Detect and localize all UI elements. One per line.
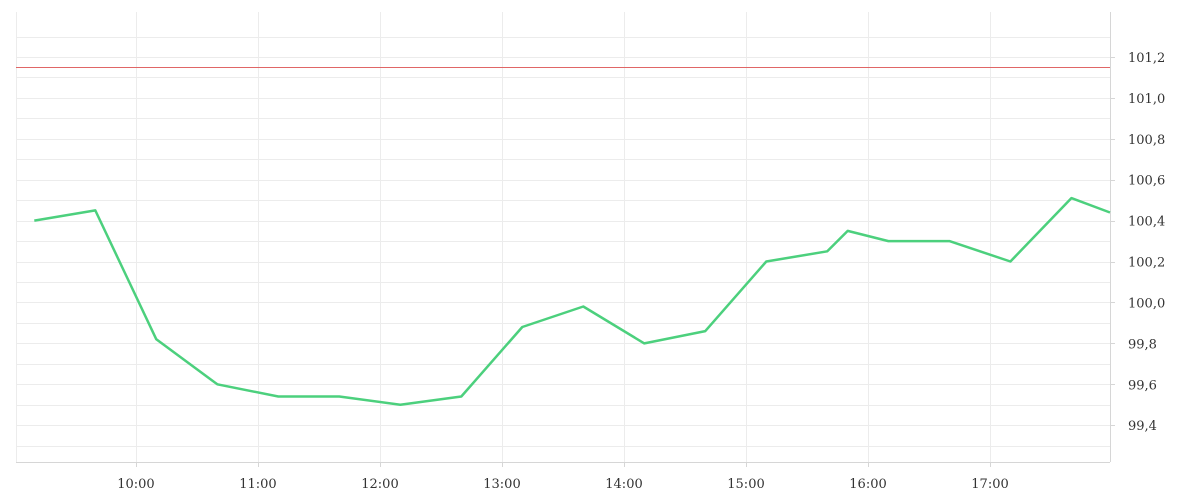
y-tick-label: 100,4: [1128, 215, 1165, 230]
y-tick-label: 100,0: [1128, 296, 1165, 311]
y-tick-label: 101,2: [1128, 51, 1165, 66]
x-tick-label: 12:00: [361, 477, 398, 492]
y-tick-label: 100,2: [1128, 256, 1165, 271]
x-tick-label: 10:00: [117, 477, 154, 492]
grid-layer: [16, 12, 1110, 462]
y-tick-label: 100,8: [1128, 133, 1165, 148]
x-tick-label: 13:00: [483, 477, 520, 492]
x-tick-label: 11:00: [239, 477, 276, 492]
y-tick-label: 99,4: [1128, 419, 1157, 434]
x-tick-label: 15:00: [727, 477, 764, 492]
series-layer: [34, 196, 1111, 406]
tick-label-layer: 10:00 11:00 12:00 13:00 14:00 15:00 16:00 17:00…: [117, 51, 1165, 492]
x-tick-label: 17:00: [971, 477, 1008, 492]
y-tick-label: 100,6: [1128, 174, 1165, 189]
series-line: [34, 196, 1111, 406]
y-tick-label: 99,8: [1128, 337, 1157, 352]
x-tick-label: 14:00: [605, 477, 642, 492]
y-tick-label: 101,0: [1128, 92, 1165, 107]
y-tick-label: 99,6: [1128, 378, 1157, 393]
x-tick-label: 16:00: [849, 477, 886, 492]
axis-layer: [16, 12, 1115, 467]
